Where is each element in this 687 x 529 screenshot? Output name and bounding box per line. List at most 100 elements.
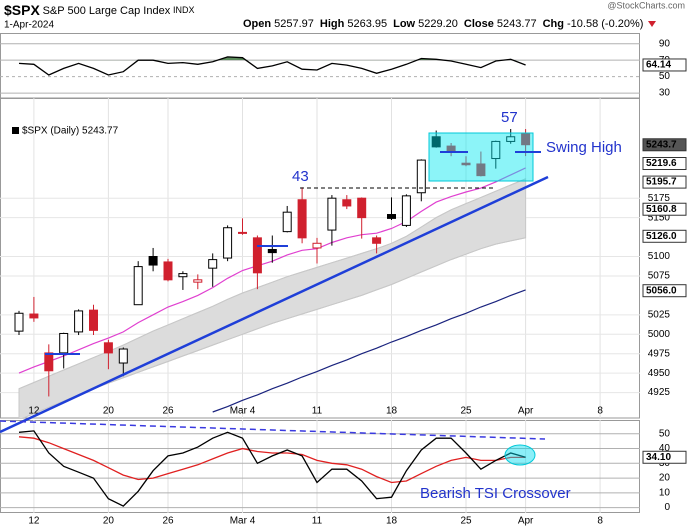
x-tick-label: Mar 4	[230, 406, 256, 417]
y-tick-label: 5175	[648, 193, 671, 204]
series-line	[18, 430, 526, 507]
quote-label: High	[320, 18, 345, 30]
candle-body	[416, 159, 426, 194]
candle-body	[431, 136, 441, 148]
candle-body	[74, 310, 84, 333]
crossover-highlight	[504, 444, 536, 466]
y-tick-label: 5100	[648, 251, 671, 262]
quote-value: -10.58 (-0.20%)	[567, 18, 643, 30]
y-tick-label: 5150	[648, 212, 671, 223]
quote-line: Open 5257.97 High 5263.95 Low 5229.20 Close 524…	[243, 18, 643, 30]
series-line	[18, 436, 526, 484]
quote-label: Close	[464, 18, 494, 30]
y-tick-label: 50	[659, 428, 671, 439]
highlight-box	[428, 132, 534, 182]
candle-body	[133, 266, 143, 306]
value-marker-box	[642, 229, 687, 243]
value-marker-label: 5219.6	[646, 158, 677, 169]
panel-layer	[0, 420, 640, 513]
x-tick-label: Mar 4	[230, 516, 256, 527]
candle-body	[252, 237, 262, 274]
x-tick-label: 11	[312, 516, 323, 527]
candle-body	[163, 261, 173, 281]
x-tick-label: 12	[28, 406, 40, 417]
x-tick-label: 26	[162, 516, 174, 527]
candle-body	[506, 136, 516, 142]
y-tick-label: 4925	[648, 387, 671, 398]
quote-label: Low	[393, 18, 415, 30]
quote-value: 5243.77	[497, 18, 537, 30]
value-marker-label: 64.14	[646, 60, 671, 71]
x-tick-label: Apr	[518, 516, 534, 527]
value-marker-box	[642, 175, 687, 189]
x-tick-label: 8	[597, 406, 603, 417]
candle-body	[297, 199, 307, 239]
value-marker-label: 5126.0	[646, 231, 677, 242]
x-tick-label: 25	[460, 406, 472, 417]
candle-body	[521, 133, 531, 146]
x-tick-label: 20	[103, 516, 115, 527]
x-tick-label: 12	[28, 516, 40, 527]
rsi-panel	[0, 33, 640, 99]
legend-swatch	[12, 127, 19, 134]
x-tick-label: 18	[386, 406, 398, 417]
value-marker-box	[642, 58, 687, 72]
candle-body	[476, 163, 486, 177]
annotation: Bearish TSI Crossover	[420, 485, 571, 502]
candle-body	[267, 249, 277, 254]
value-marker-label: 34.10	[646, 452, 671, 463]
band-edge	[18, 178, 526, 390]
value-marker-label: 5056.0	[646, 285, 677, 296]
value-marker-label: 5160.8	[646, 204, 677, 215]
value-marker-box	[642, 202, 687, 216]
candle-body	[14, 312, 24, 332]
candle-body	[342, 199, 352, 207]
y-tick-label: 40	[659, 443, 671, 454]
candle-body	[178, 273, 188, 278]
y-tick-label: 5025	[648, 309, 671, 320]
quote-label: Chg	[543, 18, 564, 30]
moving-average	[212, 289, 526, 413]
trend-line	[0, 175, 549, 434]
value-marker-box	[642, 284, 687, 298]
quote-value: 5263.95	[347, 18, 387, 30]
legend: $SPX (Daily) 5243.77	[22, 126, 119, 137]
candle-body	[193, 279, 203, 283]
series-line	[18, 56, 526, 76]
panel-layer	[0, 43, 640, 94]
header-line: $SPX S&P 500 Large Cap Index INDX	[4, 2, 195, 18]
candle-body	[59, 332, 69, 354]
value-marker-label: 5195.7	[646, 177, 677, 188]
annotation: 43	[292, 168, 309, 185]
quote-value: 5257.97	[274, 18, 314, 30]
candle-body	[44, 352, 54, 372]
value-marker-label: 5243.7	[646, 139, 677, 150]
divergence-line	[0, 420, 546, 440]
y-tick-label: 20	[659, 473, 671, 484]
index-name: S&P 500 Large Cap Index	[43, 5, 171, 17]
watermark: @StockCharts.com	[607, 0, 685, 10]
x-tick-label: 11	[312, 406, 323, 417]
y-tick-label: 4950	[648, 368, 671, 379]
candle-body	[461, 162, 471, 166]
x-tick-label: 20	[103, 406, 115, 417]
y-tick-label: 5000	[648, 329, 671, 340]
candle-body	[401, 195, 411, 226]
candle-body	[372, 237, 382, 244]
candle-body	[118, 348, 128, 364]
value-marker-box	[642, 450, 687, 464]
candle-body	[89, 309, 98, 331]
panel-layer	[0, 98, 640, 418]
candle-body	[312, 242, 322, 249]
candle-body	[491, 140, 501, 160]
x-tick-label: 8	[597, 516, 603, 527]
y-tick-label: 10	[659, 487, 671, 498]
symbol: $SPX	[4, 2, 40, 18]
quote-value: 5229.20	[418, 18, 458, 30]
candle-body	[208, 259, 218, 269]
y-tick-label: 30	[659, 88, 671, 99]
down-arrow	[648, 21, 656, 27]
exchange: INDX	[173, 5, 195, 15]
